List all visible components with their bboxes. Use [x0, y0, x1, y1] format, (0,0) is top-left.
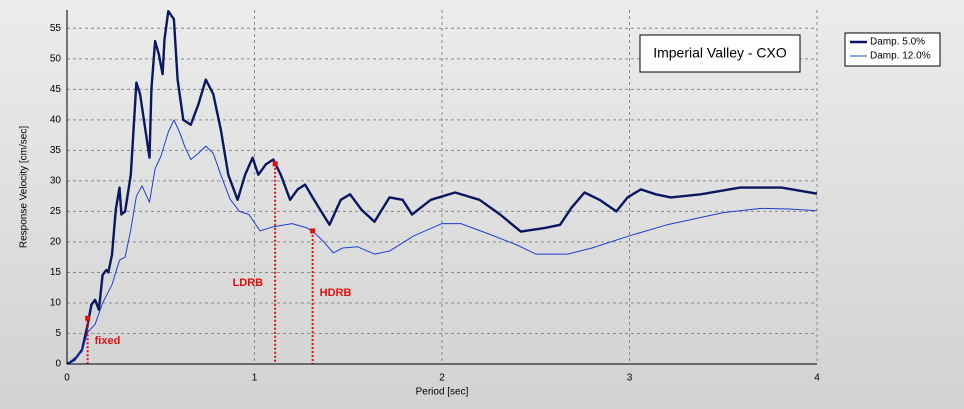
y-tick-label: 50: [50, 53, 62, 64]
title-box: [639, 34, 801, 73]
y-tick-label: 20: [50, 237, 62, 248]
y-tick-label: 0: [55, 359, 61, 370]
y-tick-label: 40: [50, 115, 62, 126]
y-tick-label: 35: [50, 145, 62, 156]
annotation-marker: [85, 315, 91, 321]
annotation-label: HDRB: [320, 287, 352, 299]
x-axis-title: Period [sec]: [416, 387, 469, 398]
chart-title: Imperial Valley - CXO: [653, 45, 787, 61]
x-tick-label: 4: [814, 373, 820, 384]
y-tick-label: 10: [50, 298, 62, 309]
y-tick-label: 25: [50, 206, 62, 217]
y-tick-label: 55: [50, 23, 62, 34]
annotation-marker: [310, 228, 316, 234]
x-tick-label: 2: [439, 373, 445, 384]
legend-label: Damp. 5.0%: [870, 37, 925, 48]
x-tick-label: 3: [627, 373, 633, 384]
legend-label: Damp. 12.0%: [870, 51, 931, 62]
x-tick-label: 1: [252, 373, 258, 384]
annotation-marker: [272, 161, 278, 167]
series-line: [66, 10, 818, 366]
y-axis-title: Response Velocity [cm/sec]: [19, 126, 30, 248]
annotation-label: LDRB: [233, 277, 264, 289]
y-tick-label: 15: [50, 267, 62, 278]
annotation-label: fixed: [95, 335, 121, 347]
y-tick-label: 30: [50, 176, 62, 187]
legend: [844, 32, 941, 67]
plot: fixed LDRB HDRB: [66, 10, 818, 366]
y-tick-label: 5: [55, 328, 61, 339]
x-tick-label: 0: [64, 373, 70, 384]
series-line: [66, 119, 818, 365]
y-tick-label: 45: [50, 84, 62, 95]
legend-items: Damp. 5.0% Damp. 12.0%: [850, 37, 931, 62]
